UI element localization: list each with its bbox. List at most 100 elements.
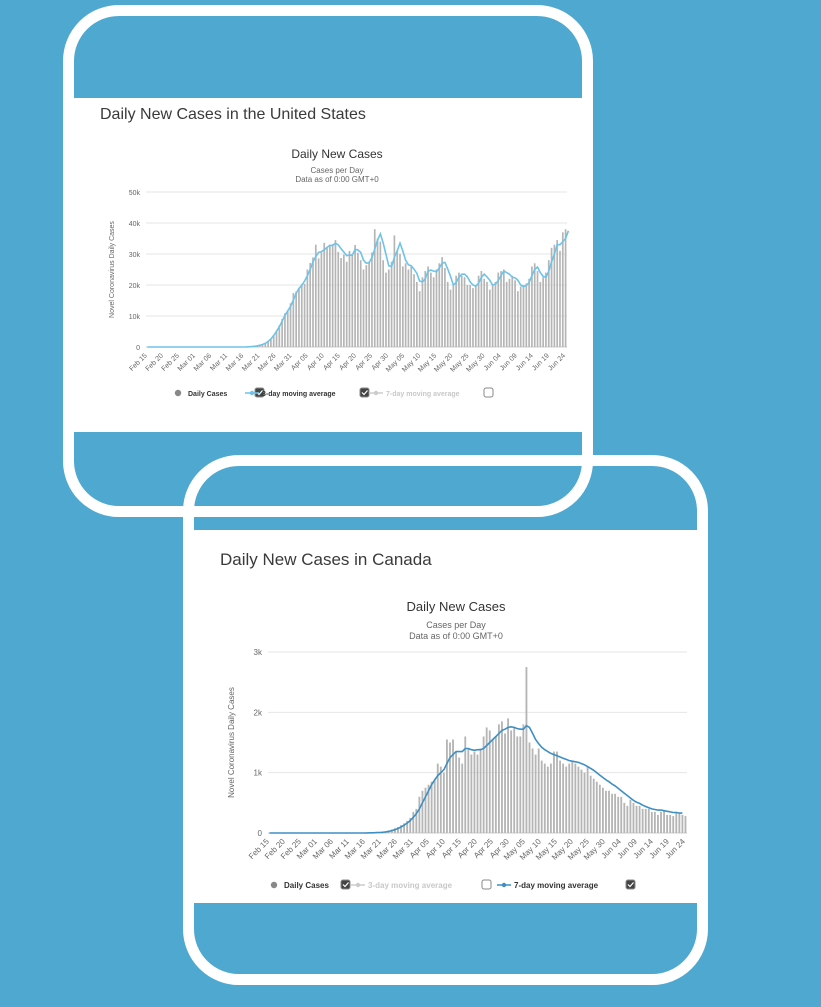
us-x-tick-label: Apr 20 <box>338 352 358 372</box>
us-daily-cases-bar <box>295 291 297 347</box>
ca-daily-cases-bar <box>632 802 635 833</box>
us-daily-cases-bar <box>289 303 292 347</box>
us-daily-cases-bar <box>435 269 438 347</box>
ca-daily-cases-bar <box>660 811 662 833</box>
us-y-tick-label: 0 <box>136 345 140 352</box>
ca-daily-cases-bar <box>403 823 406 833</box>
ca-daily-cases-bar <box>574 763 577 833</box>
us-daily-cases-bar <box>267 341 269 347</box>
us-daily-cases-bar <box>286 310 289 347</box>
us-daily-cases-bar <box>354 245 356 347</box>
us-daily-cases-bar <box>483 278 486 347</box>
ca-daily-cases-bar <box>516 736 519 833</box>
ca-daily-cases-bar <box>531 748 534 833</box>
ca-daily-cases-bar <box>479 748 482 833</box>
ca-daily-cases-bar <box>647 808 650 833</box>
us-daily-cases-bar <box>497 272 500 347</box>
us-daily-cases-bar <box>528 278 530 347</box>
ca-daily-cases-bar <box>605 790 607 833</box>
ca-daily-cases-bar <box>611 793 613 833</box>
ca-moving-average-line <box>269 724 683 834</box>
us-y-axis-label: Novel Coronavirus Daily Cases <box>109 221 116 318</box>
ca-legend-check-icon <box>342 882 349 888</box>
us-daily-cases-bar <box>323 242 326 347</box>
ca-daily-cases-bar <box>436 763 439 833</box>
us-daily-cases-bar <box>427 266 429 347</box>
ca-daily-cases-bar <box>449 742 451 833</box>
us-daily-cases-bar <box>561 232 564 347</box>
ca-daily-cases-bar <box>641 808 644 833</box>
ca-legend-checkbox[interactable] <box>340 879 351 890</box>
us-daily-cases-bar <box>469 285 472 347</box>
ca-legend-check-icon <box>627 882 634 888</box>
us-daily-cases-bar <box>300 284 303 347</box>
ca-daily-cases-bar <box>412 811 415 833</box>
ca-daily-cases-bar <box>592 778 595 833</box>
us-daily-cases-bar <box>404 263 407 347</box>
us-daily-cases-bar <box>368 261 370 347</box>
ca-daily-cases-bar <box>663 810 665 833</box>
us-daily-cases-bar <box>371 252 373 347</box>
us-legend-check-icon <box>361 390 368 396</box>
us-daily-cases-bar <box>556 240 559 347</box>
ca-daily-cases-bar <box>543 763 546 833</box>
us-legend-label: 7-day moving average <box>386 391 460 398</box>
ca-daily-cases-bar <box>614 793 617 833</box>
us-daily-cases-bar <box>472 288 474 347</box>
us-daily-cases-bar <box>514 280 516 347</box>
ca-legend-checkbox[interactable] <box>481 879 492 890</box>
ca-daily-cases-bar <box>445 739 448 833</box>
ca-daily-cases-bar <box>433 778 436 833</box>
us-daily-cases-bar <box>463 277 466 347</box>
us-daily-cases-bar <box>432 277 435 347</box>
us-daily-cases-bar <box>466 285 469 347</box>
ca-daily-cases-bar <box>672 816 675 833</box>
us-daily-cases-bar <box>340 258 342 347</box>
ca-y-axis-label: Novel Coronavirus Daily Cases <box>227 687 236 798</box>
ca-daily-cases-bar <box>400 825 402 833</box>
us-daily-cases-bar <box>553 244 556 347</box>
us-daily-cases-bar <box>272 334 275 347</box>
ca-daily-cases-bar <box>620 796 623 833</box>
us-daily-cases-bar <box>331 244 334 347</box>
ca-legend-label: 7-day moving average <box>514 881 599 890</box>
ca-daily-cases-bar <box>675 811 678 833</box>
ca-daily-cases-bar <box>653 811 656 833</box>
us-chart-frame <box>63 5 593 517</box>
us-legend-checkbox[interactable] <box>359 387 370 398</box>
ca-daily-cases-bar <box>439 766 442 833</box>
canada-chart-frame <box>183 455 708 985</box>
us-daily-cases-bar <box>444 267 446 347</box>
us-daily-cases-bar <box>261 344 264 347</box>
ca-y-tick-label: 2k <box>254 708 263 717</box>
us-daily-cases-bar <box>306 269 309 347</box>
ca-daily-cases-bar <box>497 724 500 833</box>
us-daily-cases-bar <box>533 263 536 347</box>
us-daily-cases-bar <box>418 291 421 347</box>
ca-legend-checkbox[interactable] <box>625 879 636 890</box>
us-daily-cases-bar <box>382 260 385 347</box>
ca-daily-cases-bar <box>595 781 598 833</box>
us-daily-cases-bar <box>511 275 514 347</box>
ca-daily-cases-bar <box>494 736 497 833</box>
us-legend-checkbox[interactable] <box>483 387 494 398</box>
us-daily-cases-bar <box>345 261 348 347</box>
ca-daily-cases-bar <box>528 742 531 833</box>
us-daily-cases-bar <box>326 247 328 347</box>
us-daily-cases-bar <box>438 263 441 347</box>
ca-daily-cases-bar <box>461 763 464 833</box>
ca-daily-cases-bar <box>467 748 470 833</box>
us-daily-cases-bar <box>517 291 519 347</box>
ca-y-tick-label: 1k <box>254 769 263 778</box>
ca-daily-cases-bar <box>510 730 513 833</box>
us-daily-cases-bar <box>278 325 281 347</box>
ca-daily-cases-bar <box>424 787 427 833</box>
us-daily-cases-bar <box>460 275 463 347</box>
us-daily-cases-bar <box>309 262 312 347</box>
ca-daily-cases-bar <box>583 772 586 833</box>
us-daily-cases-bar <box>314 244 317 347</box>
us-daily-cases-bar <box>385 272 387 347</box>
us-panel-title: Daily New Cases in the United States <box>100 106 366 123</box>
ca-daily-cases-bar <box>418 796 421 833</box>
